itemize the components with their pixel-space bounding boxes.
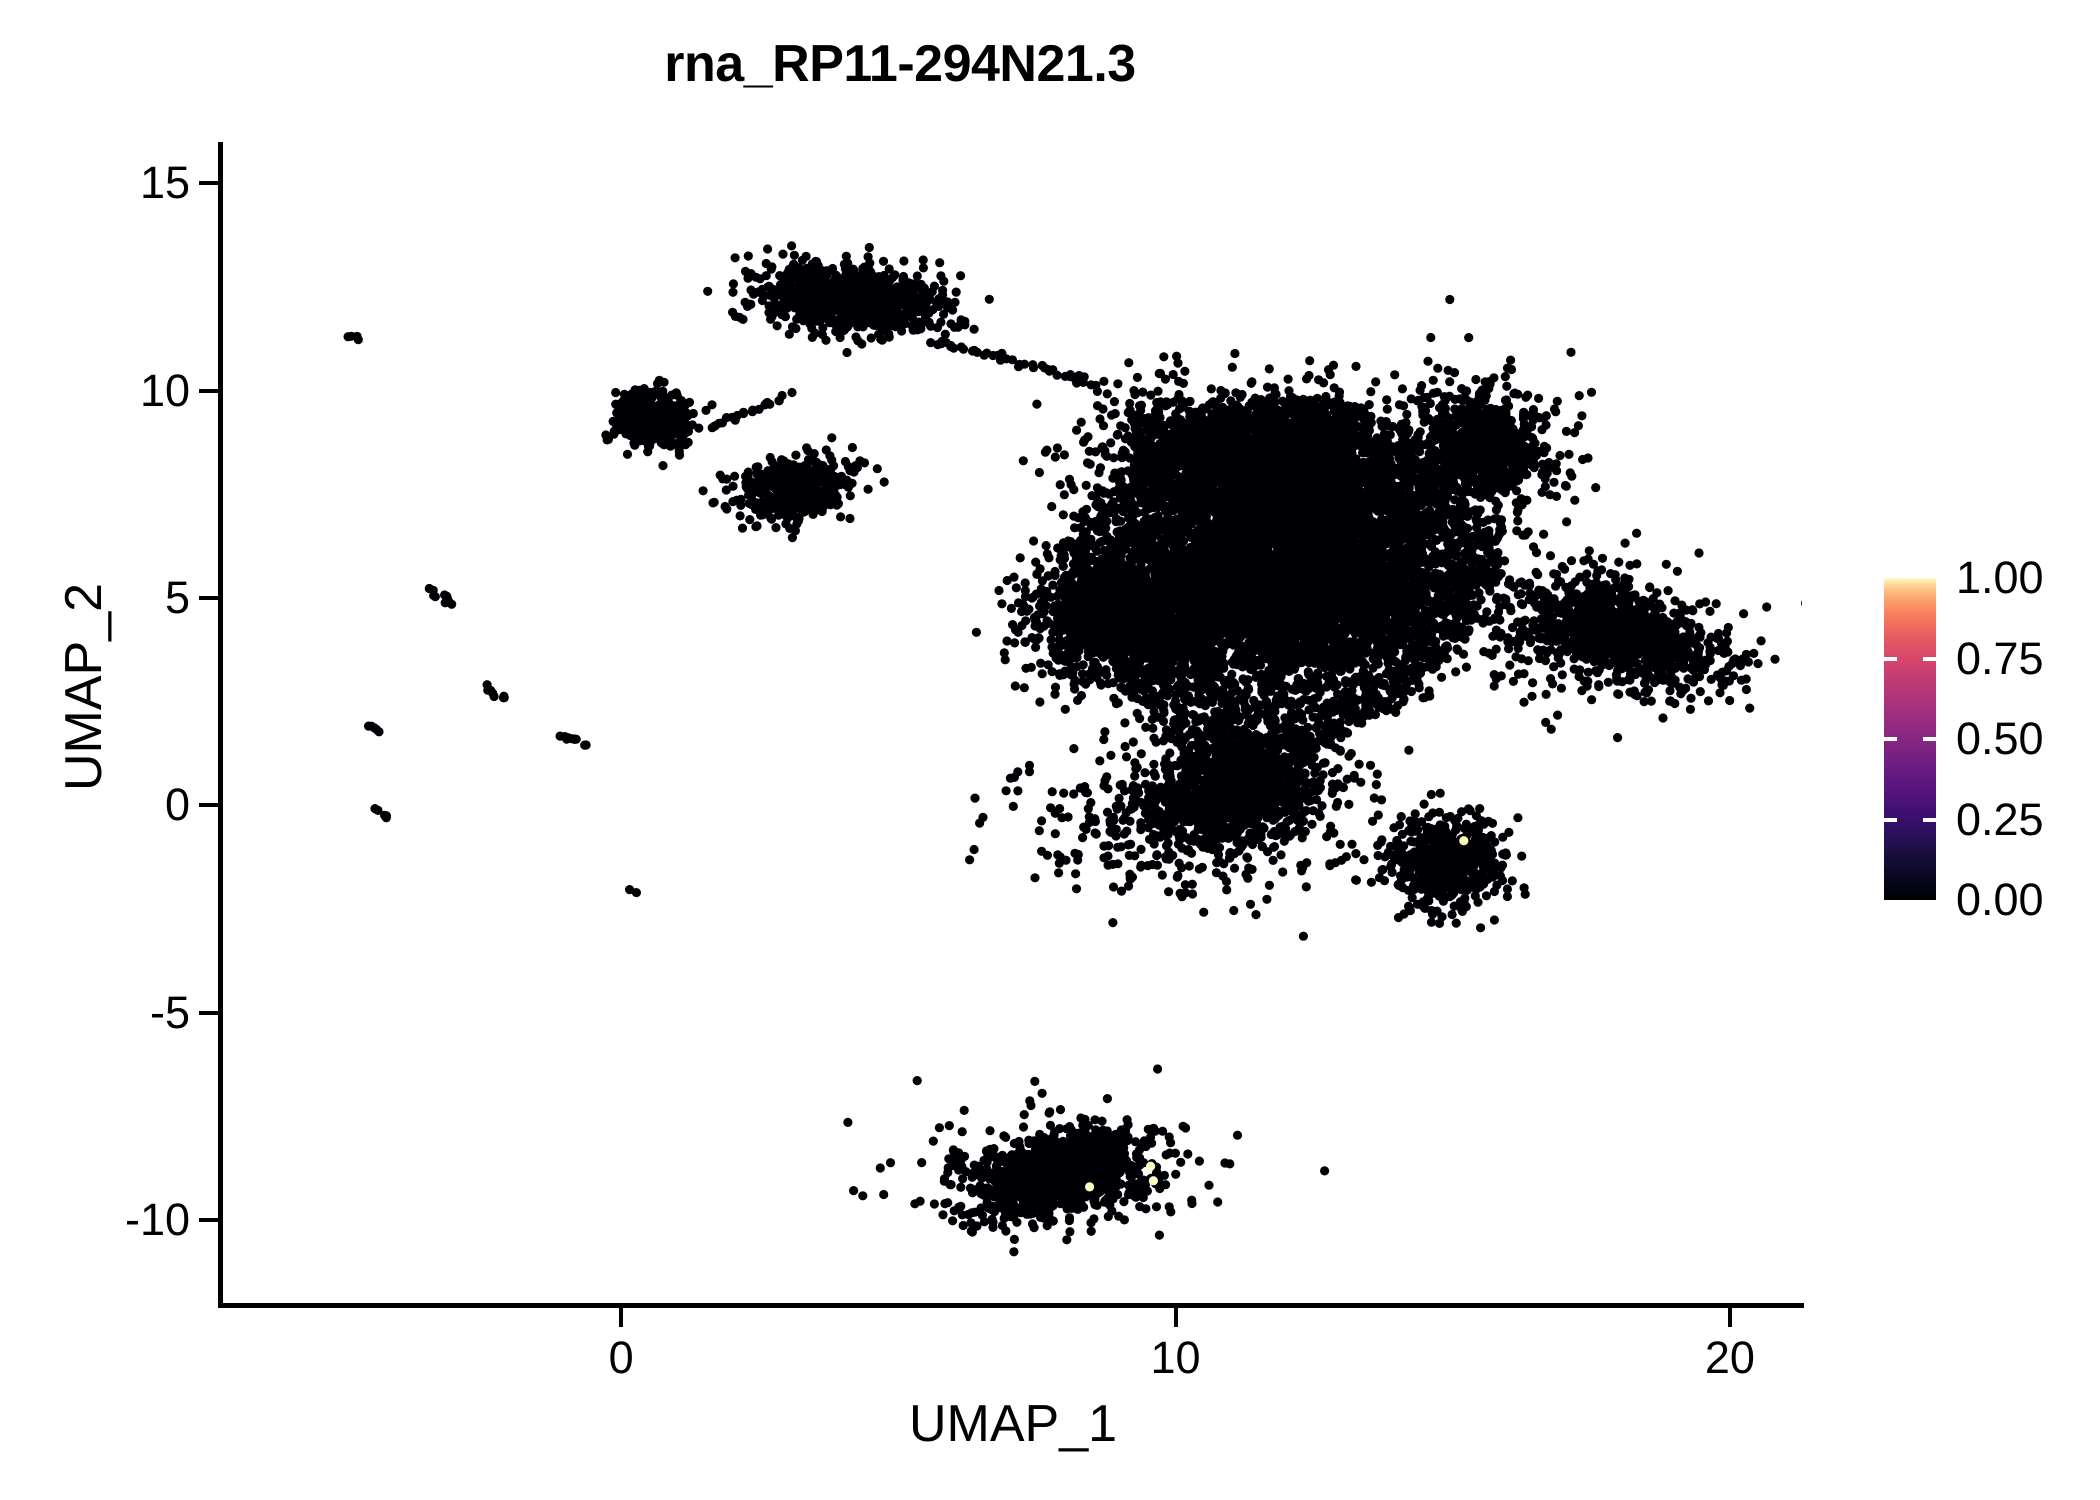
colorbar-tick-mark <box>1884 817 1897 822</box>
colorbar-tick-label: 0.25 <box>1956 793 2044 845</box>
y-tick-mark <box>199 181 218 186</box>
colorbar-tick-mark <box>1923 737 1936 741</box>
y-tick-mark <box>199 596 218 601</box>
colorbar-legend: 0.00 0.25 0.50 0.75 1.00 <box>1884 552 2084 925</box>
colorbar-tick-label: 0.50 <box>1956 713 2044 764</box>
colorbar-tick-label: 0.75 <box>1956 632 2044 684</box>
y-tick-mark <box>199 388 218 393</box>
scatter-plot-panel <box>222 142 1802 1303</box>
x-tick-label: 10 <box>1150 1332 1201 1383</box>
x-tick-mark <box>619 1308 624 1327</box>
x-tick-label: 20 <box>1704 1332 1755 1383</box>
y-tick-mark <box>199 803 218 808</box>
y-tick-label: -5 <box>149 986 190 1038</box>
colorbar-tick-mark <box>1923 817 1936 822</box>
x-tick-mark <box>1727 1308 1732 1327</box>
y-tick-label: 15 <box>139 157 190 209</box>
colorbar-tick-label: 1.00 <box>1956 552 2044 603</box>
x-tick-mark <box>1173 1308 1178 1327</box>
colorbar-tick-mark <box>1884 737 1897 741</box>
x-tick-label: 0 <box>608 1332 634 1383</box>
colorbar-tick-mark <box>1884 656 1897 661</box>
x-axis-title: UMAP_1 <box>908 1395 1118 1453</box>
y-axis-title: UMAP_2 <box>55 582 113 792</box>
x-axis-line <box>222 1303 1804 1308</box>
scatter-points-layer <box>343 241 1802 1257</box>
page-title: rna_RP11-294N21.3 <box>664 35 1136 93</box>
y-tick-label: 10 <box>139 364 190 416</box>
y-tick-mark <box>199 1218 218 1223</box>
y-axis-line <box>218 142 223 1308</box>
colorbar-tick-label: 0.00 <box>1956 874 2044 925</box>
y-tick-label: 0 <box>164 779 190 831</box>
colorbar-tick-mark <box>1923 656 1936 661</box>
y-tick-label: 5 <box>164 572 190 624</box>
y-tick-label: -10 <box>124 1194 190 1246</box>
y-tick-mark <box>199 1010 218 1015</box>
